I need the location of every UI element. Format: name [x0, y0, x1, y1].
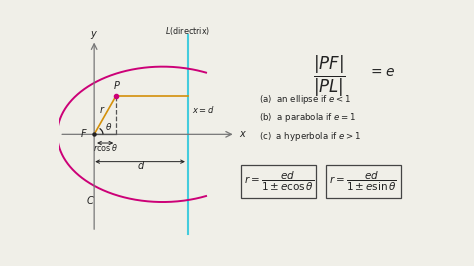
Text: $x$: $x$	[238, 129, 246, 139]
Bar	[241, 165, 317, 198]
Text: $y$: $y$	[90, 28, 98, 41]
Text: $\theta$: $\theta$	[105, 121, 112, 132]
Text: (c)  a hyperbola if $e > 1$: (c) a hyperbola if $e > 1$	[259, 130, 361, 143]
Text: (a)  an ellipse if $e < 1$: (a) an ellipse if $e < 1$	[259, 93, 352, 106]
Text: $F$: $F$	[80, 127, 88, 139]
Text: $C$: $C$	[86, 194, 94, 206]
Text: $r = \dfrac{ed}{1 \pm e\sin\theta}$: $r = \dfrac{ed}{1 \pm e\sin\theta}$	[329, 170, 397, 193]
Text: $x = d$: $x = d$	[192, 104, 215, 115]
Text: $r = \dfrac{ed}{1 \pm e\cos\theta}$: $r = \dfrac{ed}{1 \pm e\cos\theta}$	[244, 170, 314, 193]
Text: $d$: $d$	[137, 159, 145, 171]
Text: $r\cos\theta$: $r\cos\theta$	[93, 142, 118, 153]
Text: $= e$: $= e$	[368, 65, 395, 79]
Bar	[326, 165, 401, 198]
Text: $r$: $r$	[99, 104, 105, 115]
Text: (b)  a parabola if $e = 1$: (b) a parabola if $e = 1$	[259, 111, 357, 124]
Text: $P$: $P$	[113, 79, 121, 91]
Text: $L$(directrix): $L$(directrix)	[165, 24, 210, 36]
Text: $\dfrac{|PF|}{|PL|}$: $\dfrac{|PF|}{|PL|}$	[313, 54, 346, 99]
